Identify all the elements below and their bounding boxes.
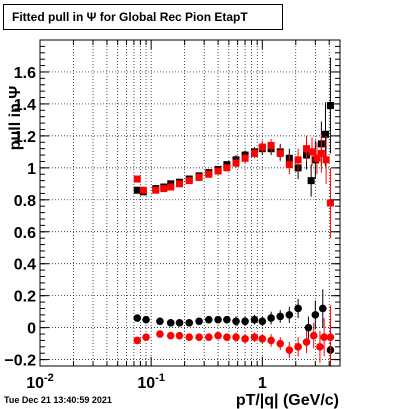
data-point-circle xyxy=(214,331,222,340)
data-point-circle xyxy=(185,319,194,327)
y-tick-label: 1.6 xyxy=(14,65,36,82)
plot-frame xyxy=(39,39,341,367)
data-point-circle xyxy=(267,314,275,322)
data-point-circle xyxy=(175,319,184,327)
data-point-square xyxy=(326,199,334,207)
data-point-circle xyxy=(166,319,175,327)
data-point-circle xyxy=(142,315,150,324)
y-tick-label: −0.2 xyxy=(4,353,36,370)
data-point-circle xyxy=(175,331,184,340)
data-point-circle xyxy=(241,317,249,326)
data-point-circle xyxy=(232,317,240,326)
y-tick-label: 0.6 xyxy=(14,225,36,242)
data-point-square xyxy=(133,186,141,194)
data-point-circle xyxy=(204,315,213,324)
data-point-square xyxy=(185,177,193,185)
data-point-square xyxy=(223,164,231,172)
data-point-circle xyxy=(232,333,240,342)
data-point-circle xyxy=(309,331,318,340)
data-point-circle xyxy=(250,333,259,342)
timestamp: Tue Dec 21 13:40:59 2021 xyxy=(4,395,112,405)
x-tick-label: 10-1 xyxy=(137,372,165,392)
data-point-circle xyxy=(311,311,320,319)
data-point-circle xyxy=(294,343,302,351)
x-axis-title: pT/|q| (GeV/c) xyxy=(236,392,339,409)
data-point-circle xyxy=(214,315,222,324)
data-point-square xyxy=(326,102,334,110)
data-point-square xyxy=(307,177,315,185)
data-point-circle xyxy=(195,333,203,342)
data-point-square xyxy=(317,149,325,157)
grid xyxy=(40,40,341,366)
data-point-circle xyxy=(223,333,231,342)
data-point-square xyxy=(176,180,184,188)
data-point-square xyxy=(195,173,203,181)
data-point-square xyxy=(308,148,316,156)
y-tick-label: 1 xyxy=(27,161,36,178)
data-point-square xyxy=(167,183,175,191)
data-point-square xyxy=(303,145,311,153)
data-point-circle xyxy=(294,304,302,313)
data-point-circle xyxy=(302,338,311,346)
y-tick-label: 1.4 xyxy=(14,97,36,114)
data-point-square xyxy=(205,170,213,178)
data-point-square xyxy=(133,175,141,183)
data-point-circle xyxy=(195,317,203,326)
data-point-square xyxy=(313,154,321,162)
data-point-square xyxy=(294,156,302,164)
y-tick-label: 0.4 xyxy=(14,257,36,274)
data-point-circle xyxy=(241,335,249,343)
data-point-circle xyxy=(276,339,285,348)
data-point-circle xyxy=(166,331,175,340)
data-point-circle xyxy=(276,312,285,321)
chart-title: Fitted pull in Ψ for Global Rec Pion Eta… xyxy=(3,4,283,30)
y-axis-title: pull in Ψ xyxy=(7,86,24,151)
data-point-square xyxy=(276,149,284,157)
data-point-circle xyxy=(142,333,150,342)
chart-title-text: Fitted pull in Ψ for Global Rec Pion Eta… xyxy=(12,10,248,24)
data-point-circle xyxy=(204,333,213,342)
data-point-circle xyxy=(285,311,294,319)
axes: −0.2 0 0.2 0.4 0.6 0.8 1 1.2 1.4 1.6 10-2 10-1 1 xyxy=(4,40,341,392)
data-point-circle xyxy=(223,315,231,324)
data-point-square xyxy=(285,161,293,169)
data-point-circle xyxy=(133,314,142,322)
data-point-square xyxy=(160,185,168,193)
x-tick-label: 1 xyxy=(258,375,267,392)
data-point-circle xyxy=(316,343,324,351)
data-point-circle xyxy=(267,336,275,345)
data-point-square xyxy=(139,186,147,194)
y-tick-label: 0.2 xyxy=(14,289,36,306)
data-point-square xyxy=(152,186,160,194)
data-point-square xyxy=(241,154,249,162)
data-point-circle xyxy=(133,336,142,345)
data-point-square xyxy=(258,143,266,151)
data-point-circle xyxy=(258,335,267,343)
data-point-square xyxy=(232,159,240,167)
y-tick-label: 0.8 xyxy=(14,193,36,210)
data-points xyxy=(133,57,335,366)
data-point-square xyxy=(267,141,275,149)
y-tick-label: 0 xyxy=(27,321,36,338)
x-tick-label: 10-2 xyxy=(26,372,54,392)
y-tick-label: 1.2 xyxy=(14,129,36,146)
data-point-circle xyxy=(250,315,259,324)
data-point-circle xyxy=(285,346,294,354)
data-point-circle xyxy=(318,304,327,313)
data-point-circle xyxy=(326,333,335,342)
data-point-square xyxy=(322,156,330,164)
data-point-circle xyxy=(258,317,267,326)
data-point-circle xyxy=(320,333,328,342)
data-point-circle xyxy=(185,333,194,342)
data-point-square xyxy=(250,149,258,157)
data-point-circle xyxy=(156,317,164,326)
data-point-circle xyxy=(156,330,164,338)
data-point-circle xyxy=(304,323,313,332)
data-point-square xyxy=(214,167,222,175)
data-point-square xyxy=(321,130,329,138)
